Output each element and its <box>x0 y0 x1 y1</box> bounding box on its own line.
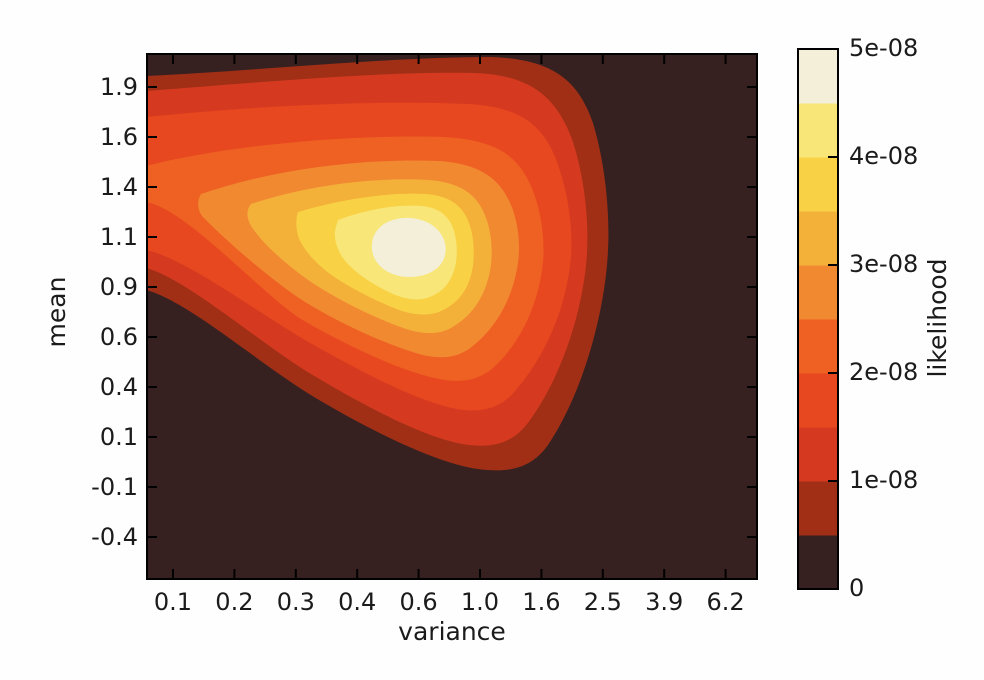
contour-plot <box>146 53 758 580</box>
colorbar-band <box>798 319 838 374</box>
contour-band-4.5e-08 <box>371 217 446 278</box>
y-tick-label: 1.6 <box>99 123 138 151</box>
y-tick-label: 1.1 <box>99 223 138 251</box>
y-tick-label: 0.6 <box>99 323 138 351</box>
colorbar-tick-label: 0 <box>849 574 865 602</box>
colorbar-tick-label: 2e-08 <box>849 358 919 386</box>
y-tick-label: 0.9 <box>99 273 138 301</box>
x-tick-label: 0.6 <box>399 588 438 616</box>
colorbar <box>797 48 839 590</box>
x-tick-label: 6.2 <box>706 588 745 616</box>
x-tick-label: 0.4 <box>338 588 377 616</box>
x-tick-label: 0.1 <box>153 588 193 616</box>
colorbar-band <box>798 373 838 428</box>
colorbar-tick-label: 5e-08 <box>849 34 919 62</box>
y-tick-label: 1.9 <box>99 73 138 101</box>
x-tick-label: 1.6 <box>522 588 561 616</box>
colorbar-band <box>798 103 838 158</box>
x-tick-label: 1.0 <box>460 588 500 616</box>
y-tick-label: 0.4 <box>99 373 138 401</box>
colorbar-band <box>798 157 838 212</box>
colorbar-band <box>798 427 838 482</box>
y-tick-label: 0.1 <box>99 423 138 451</box>
x-tick-label: 0.2 <box>215 588 254 616</box>
y-axis-label: mean <box>42 276 71 348</box>
y-tick-label: 1.4 <box>99 173 138 201</box>
x-axis-label: variance <box>398 617 506 646</box>
colorbar-tick-label: 4e-08 <box>849 142 919 170</box>
plot-border <box>146 53 758 580</box>
colorbar-band <box>798 265 838 320</box>
colorbar-border <box>797 48 839 590</box>
x-tick-label: 2.5 <box>583 588 622 616</box>
x-tick-label: 0.3 <box>276 588 315 616</box>
colorbar-band <box>798 481 838 536</box>
y-tick-label: -0.4 <box>91 523 138 551</box>
colorbar-tick-label: 1e-08 <box>849 466 919 494</box>
y-tick-label: -0.1 <box>91 473 138 501</box>
colorbar-tick-label: 3e-08 <box>849 250 919 278</box>
colorbar-band <box>798 211 838 266</box>
x-tick-label: 3.9 <box>645 588 684 616</box>
colorbar-band <box>798 49 838 104</box>
colorbar-band <box>798 535 838 590</box>
